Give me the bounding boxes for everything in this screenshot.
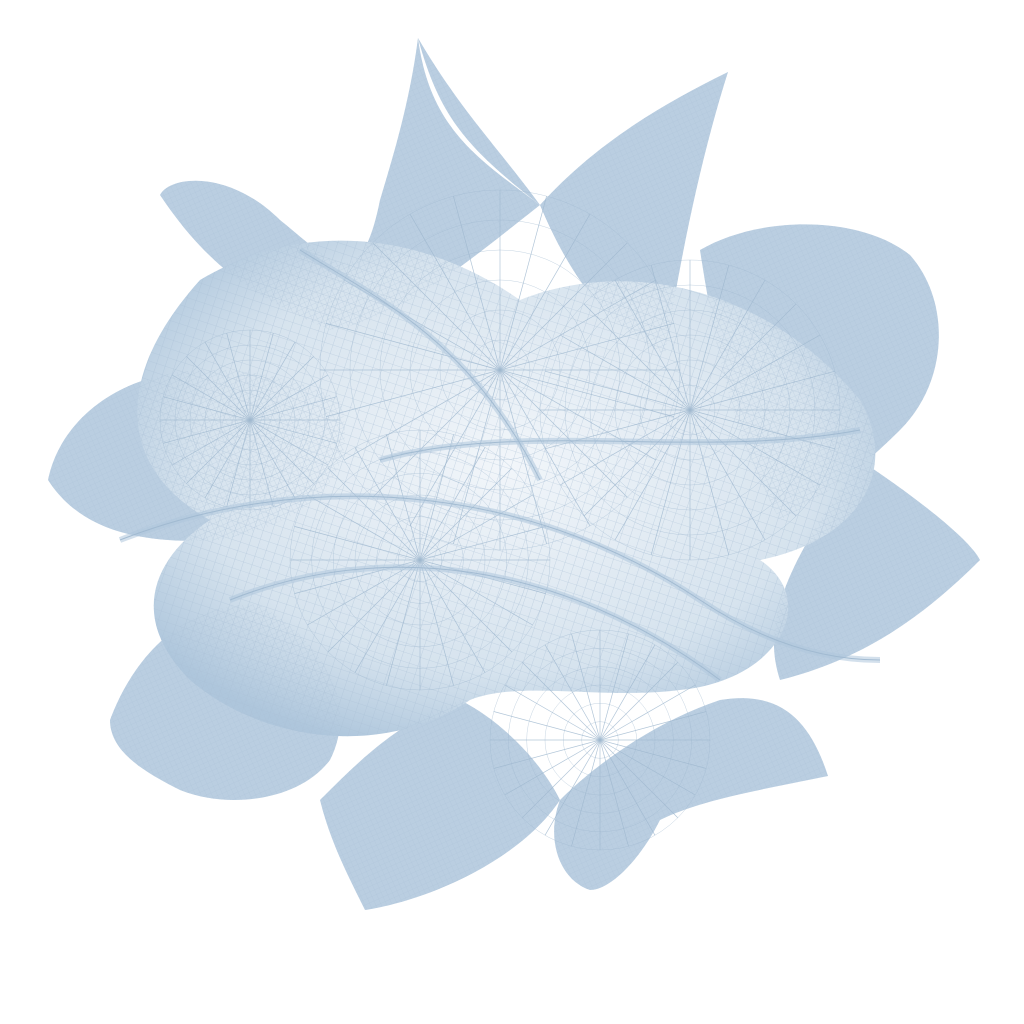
surface-ribbon-line — [119, 495, 881, 661]
surface-ribbon-line — [229, 566, 721, 681]
wire-ring — [204, 374, 296, 466]
surface-petal-mesh — [540, 72, 728, 355]
wire-ring — [539, 259, 841, 561]
wire-ring — [439, 309, 561, 431]
wire-ring — [333, 473, 507, 647]
surface-petal-mesh — [160, 38, 540, 330]
wire-ring — [379, 249, 621, 491]
surface-petal-mesh — [110, 604, 341, 800]
wire-ring — [189, 359, 311, 481]
wire-ring — [409, 279, 591, 461]
wire-ring — [354, 494, 486, 626]
wire-ring — [581, 721, 619, 759]
wire-ring — [526, 666, 674, 814]
wire-ring — [614, 334, 766, 486]
wire-ring — [563, 703, 637, 777]
surface-group — [48, 38, 980, 910]
wire-ring — [508, 648, 692, 832]
wire-ring — [639, 359, 741, 461]
wire-ring — [319, 189, 681, 551]
wire-ring — [398, 538, 442, 582]
wire-ring — [219, 389, 281, 451]
wire-ring — [544, 684, 656, 796]
wire-ring — [664, 384, 716, 436]
surface-petal-mesh — [773, 460, 980, 680]
surface-ribbon-line — [299, 249, 541, 481]
wire-ring — [159, 329, 341, 511]
surface-wire-mesh — [137, 240, 876, 737]
wire-ring — [174, 344, 326, 496]
surface-petal-mesh — [700, 224, 939, 520]
surface-petal-mesh — [554, 698, 828, 890]
wire-ring — [589, 309, 791, 511]
wire-ring — [234, 404, 266, 436]
wire-ring — [376, 516, 464, 604]
wire-ring — [564, 284, 816, 536]
surface-ribbon-line — [379, 429, 861, 461]
wire-ring — [489, 629, 711, 851]
wire-ring — [469, 339, 531, 401]
wire-ring — [289, 429, 551, 691]
surface-petal-mesh — [320, 700, 560, 910]
